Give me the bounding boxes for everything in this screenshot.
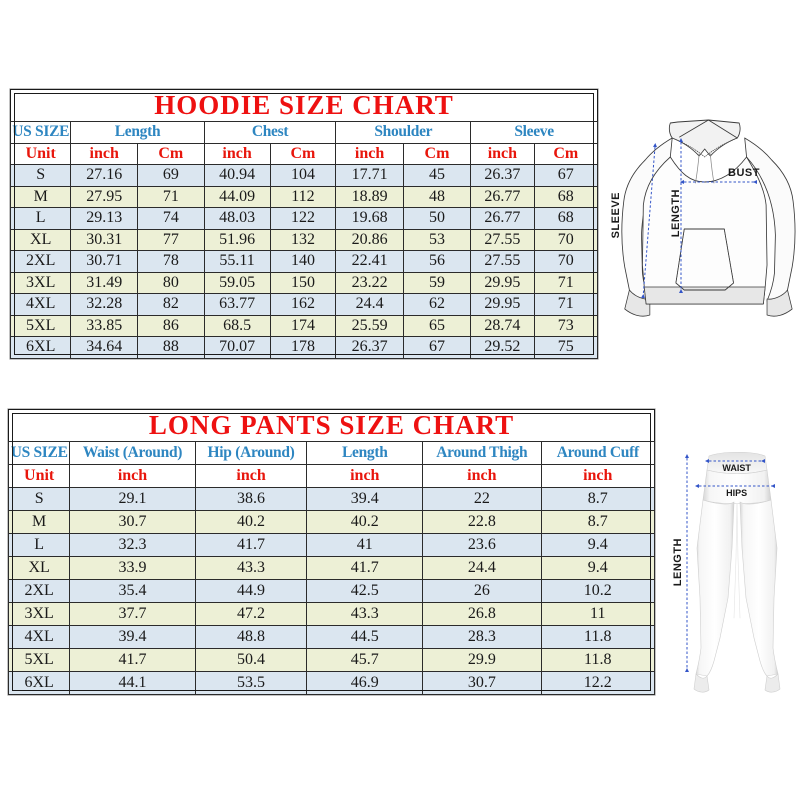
- svg-text:HIPS: HIPS: [726, 488, 747, 498]
- svg-text:WAIST: WAIST: [722, 463, 751, 473]
